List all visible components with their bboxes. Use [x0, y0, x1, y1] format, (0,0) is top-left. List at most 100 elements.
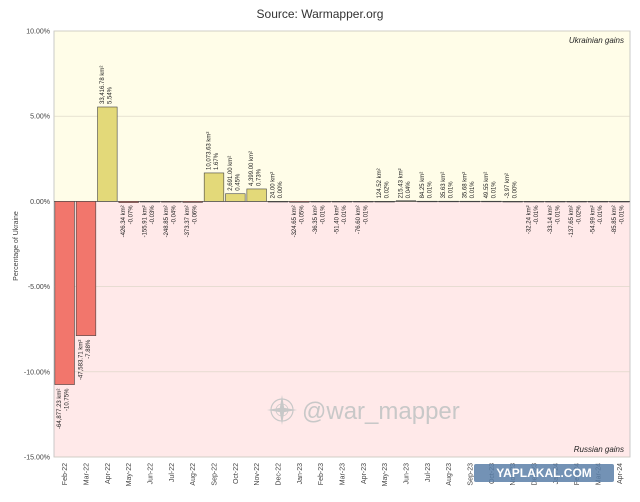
russian-gains-zone — [54, 201, 630, 457]
data-label: -155.91 km² -0.03% — [143, 205, 157, 238]
data-label: 35.68 km² 0.01% — [463, 172, 477, 199]
data-label-area: 24.00 km² — [271, 172, 277, 199]
data-label-area: -248.85 km² — [164, 205, 170, 237]
data-label: -47,583.71 km² -7.88% — [79, 339, 93, 380]
bar-feb-22 — [54, 201, 75, 385]
x-tick-label: Sep-22 — [212, 463, 219, 486]
bar-jun-23 — [395, 200, 417, 202]
bar-mar-24 — [587, 201, 609, 203]
data-label: 49.55 km² 0.01% — [484, 172, 498, 199]
data-label: 4,399.00 km² 0.73% — [249, 151, 262, 186]
data-label-percent: 0.73% — [257, 168, 263, 186]
data-label: -324.65 km² -0.05% — [292, 205, 306, 238]
data-label: 2,691.00 km² 0.45% — [228, 156, 242, 191]
watermark: @war_mapper — [267, 395, 460, 425]
compass-rose-icon — [267, 395, 297, 425]
data-label: -54.99 km² -0.01% — [591, 205, 605, 234]
bar-apr-22 — [97, 106, 118, 202]
data-label-percent: -0.04% — [171, 205, 177, 225]
bar-mar-22 — [75, 201, 97, 336]
data-label: -85.85 km² -0.01% — [612, 205, 626, 234]
data-label-percent: -0.01% — [534, 205, 540, 225]
data-label-percent: -0.05% — [299, 205, 305, 225]
x-tick-label: Nov-22 — [254, 463, 261, 486]
brand-badge-text: YAPLAKAL.COM — [496, 466, 592, 480]
data-label-area: -324.65 km² — [292, 205, 298, 237]
data-label-area: 35.68 km² — [463, 172, 469, 199]
bar-dec-23 — [523, 201, 545, 203]
data-label-percent: -0.07% — [129, 205, 135, 225]
data-label: -137.65 km² -0.02% — [569, 205, 583, 238]
data-label-percent: 0.01% — [427, 181, 433, 199]
data-label-percent: 0.02% — [385, 181, 391, 199]
data-label: -64,877.23 km² -10.75% — [57, 388, 70, 429]
data-label-area: 35.63 km² — [441, 172, 447, 199]
ukrainian-gains-label: Ukrainian gains — [569, 36, 624, 45]
data-labels: -64,877.23 km² -10.75% -47,583.71 km² -7.88… — [57, 66, 625, 429]
bar-nov-22 — [246, 188, 267, 202]
x-tick-label: Jul-22 — [169, 463, 176, 482]
x-tick-label: Mar-23 — [340, 463, 347, 485]
bar-sep-22 — [203, 172, 225, 202]
data-label: 124.52 km² 0.02% — [377, 168, 391, 198]
y-tick-label: 0.00% — [30, 199, 50, 206]
russian-gains-label: Russian gains — [574, 445, 624, 454]
x-tick-label: Apr-23 — [361, 463, 368, 484]
x-tick-label: Aug-23 — [446, 463, 453, 486]
bar-apr-24 — [609, 201, 630, 203]
bar-feb-24 — [566, 201, 587, 203]
chart-title: Source: Warmapper.org — [257, 7, 384, 21]
bar-jan-23 — [289, 201, 310, 203]
y-tick-label: 10.00% — [26, 29, 50, 36]
data-label: -32.24 km² -0.01% — [527, 205, 541, 234]
data-label-percent: -0.01% — [598, 205, 604, 225]
x-tick-label: Oct-22 — [233, 463, 240, 484]
plot-background — [53, 30, 631, 458]
data-label: -248.85 km² -0.04% — [164, 205, 178, 238]
data-label-percent: -0.01% — [363, 205, 369, 225]
bar-may-23 — [374, 201, 395, 203]
bar-oct-22 — [225, 193, 246, 202]
data-label: 35.63 km² 0.01% — [441, 172, 455, 199]
data-label-percent: 0.01% — [470, 181, 476, 199]
data-label-percent: -10.75% — [65, 388, 71, 411]
bar-aug-22 — [182, 201, 203, 203]
bar-apr-23 — [353, 201, 374, 203]
data-label-area: 4,399.00 km² — [249, 151, 255, 186]
data-label-area: -54.99 km² — [591, 205, 597, 234]
x-tick-label: Mar-22 — [84, 463, 91, 485]
data-label-area: -47,583.71 km² — [79, 340, 85, 380]
data-label: -51.40 km² -0.01% — [335, 205, 349, 234]
x-tick-label: May-22 — [126, 463, 133, 486]
y-tick-label: -5.00% — [28, 284, 50, 291]
data-label: -36.35 km² -0.01% — [313, 205, 327, 234]
bar-mar-23 — [331, 201, 353, 203]
data-label-area: -85.85 km² — [612, 205, 618, 234]
y-tick-label: -10.00% — [24, 369, 50, 376]
x-tick-label: Dec-22 — [276, 463, 283, 486]
x-tick-label: Jul-23 — [425, 463, 432, 482]
data-label-area: -32.24 km² — [527, 205, 533, 234]
y-tick-label: -15.00% — [24, 455, 50, 462]
x-tick-label: Feb-23 — [318, 463, 325, 485]
data-label-area: -426.34 km² — [121, 205, 127, 237]
data-label-area: 33,416.78 km² — [100, 66, 106, 104]
data-label-area: -51.40 km² — [335, 205, 341, 234]
bar-dec-22 — [267, 201, 289, 203]
data-label-area: 49.55 km² — [484, 172, 490, 199]
data-label-percent: 0.45% — [235, 173, 241, 191]
data-label: 10,073.63 km² 1.67% — [207, 132, 221, 170]
data-label-percent: 0.01% — [449, 181, 455, 199]
data-label: 33,416.78 km² 5.54% — [100, 66, 114, 104]
data-label: 24.00 km² 0.00% — [271, 172, 285, 199]
data-label-percent: -0.01% — [321, 205, 327, 225]
bar-may-22 — [118, 201, 139, 203]
data-label: 84.25 km² 0.01% — [420, 172, 434, 199]
x-tick-label: Apr-22 — [105, 463, 112, 484]
data-label-area: 84.25 km² — [420, 172, 426, 199]
data-label-percent: -0.06% — [193, 205, 199, 225]
brand-badge: YAPLAKAL.COM — [474, 464, 614, 482]
data-label-percent: -7.88% — [86, 339, 92, 359]
x-tick-label: Apr-24 — [617, 463, 624, 484]
